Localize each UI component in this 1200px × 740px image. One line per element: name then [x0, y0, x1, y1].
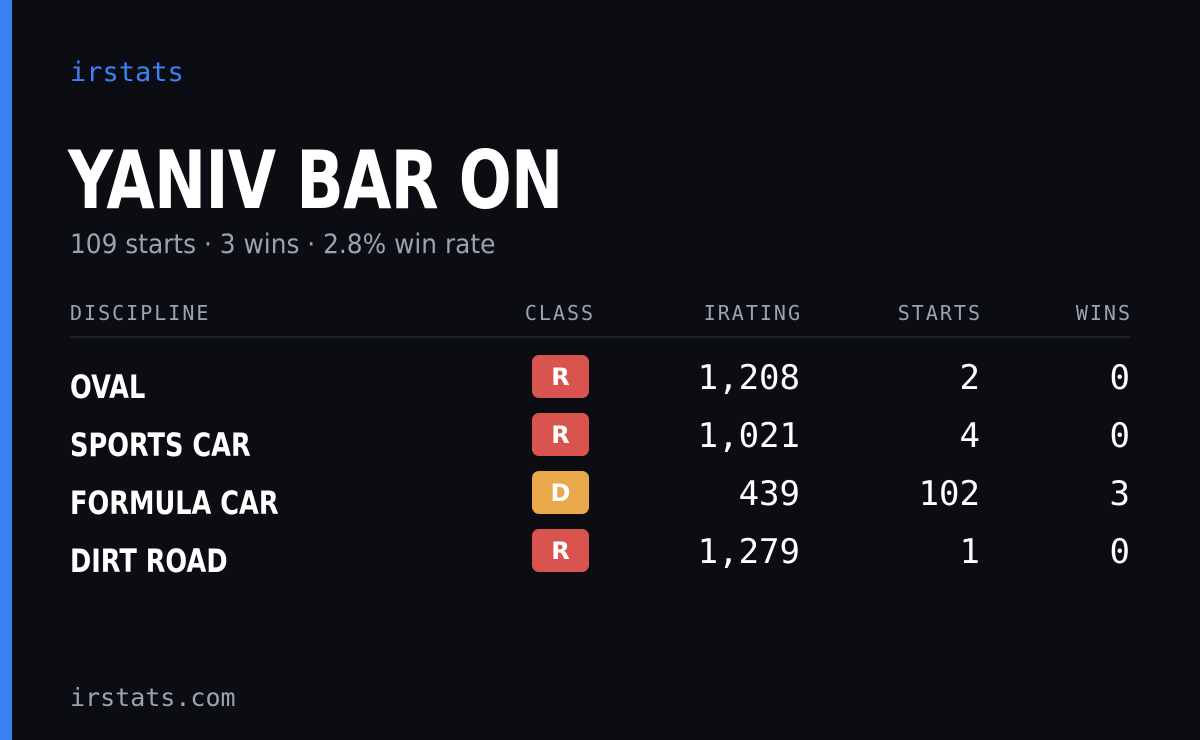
class-badge: D	[532, 471, 589, 514]
irating-value: 439	[738, 474, 800, 514]
irating-value: 1,021	[697, 416, 800, 456]
brand-logo: irstats	[70, 57, 184, 88]
header-divider	[70, 336, 1130, 338]
header-discipline: DISCIPLINE	[70, 301, 211, 325]
wins-value: 3	[1109, 474, 1130, 514]
discipline-label: FORMULA CAR	[70, 484, 279, 522]
accent-bar	[0, 0, 12, 740]
wins-value: 0	[1109, 416, 1130, 456]
starts-value: 2	[959, 358, 980, 398]
irating-value: 1,279	[697, 532, 800, 572]
starts-value: 102	[918, 474, 980, 514]
irating-value: 1,208	[697, 358, 800, 398]
class-badge: R	[532, 355, 589, 398]
discipline-label: SPORTS CAR	[70, 426, 251, 464]
header-class: CLASS	[524, 301, 596, 325]
table-row: OVAL R 1,208 2 0	[0, 355, 1200, 413]
wins-value: 0	[1109, 358, 1130, 398]
table-row: FORMULA CAR D 439 102 3	[0, 471, 1200, 529]
wins-value: 0	[1109, 532, 1130, 572]
starts-value: 1	[959, 532, 980, 572]
driver-name: YANIV BAR ON	[68, 134, 563, 227]
class-badge: R	[532, 529, 589, 572]
table-row: DIRT ROAD R 1,279 1 0	[0, 529, 1200, 587]
discipline-label: DIRT ROAD	[70, 542, 228, 580]
table-row: SPORTS CAR R 1,021 4 0	[0, 413, 1200, 471]
header-starts: STARTS	[897, 301, 982, 325]
driver-summary: 109 starts · 3 wins · 2.8% win rate	[70, 229, 496, 260]
discipline-label: OVAL	[70, 368, 146, 406]
footer-url: irstats.com	[70, 683, 236, 712]
class-badge: R	[532, 413, 589, 456]
header-wins: WINS	[1075, 301, 1132, 325]
header-irating: IRATING	[703, 301, 802, 325]
starts-value: 4	[959, 416, 980, 456]
